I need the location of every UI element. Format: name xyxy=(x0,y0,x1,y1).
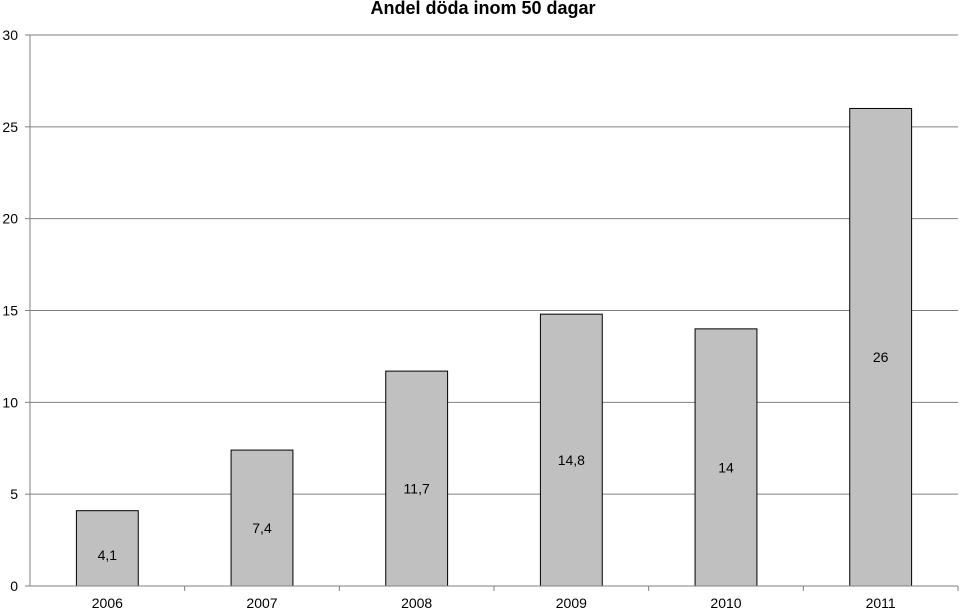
data-label: 14,8 xyxy=(558,452,585,468)
gridlines xyxy=(25,34,958,587)
y-tick-label: 0 xyxy=(10,578,18,594)
y-tick-label: 20 xyxy=(2,211,18,227)
bar-2008 xyxy=(385,370,449,587)
chart-title: Andel döda inom 50 dagar xyxy=(370,0,595,18)
x-tick-label: 2011 xyxy=(866,595,896,609)
bar-2009 xyxy=(539,313,603,587)
y-tick-label: 10 xyxy=(2,394,18,410)
data-label: 7,4 xyxy=(252,520,272,536)
data-label: 14 xyxy=(718,459,734,475)
data-label: 26 xyxy=(873,349,889,365)
bar-2007 xyxy=(230,449,294,587)
x-tick-label: 2007 xyxy=(246,595,277,609)
labels: 0 5 10 15 20 25 30 4,1 2006 7,4 2007 11,7 2008 14,8 20… xyxy=(2,27,896,609)
data-label: 11,7 xyxy=(404,481,430,497)
y-tick-label: 30 xyxy=(2,27,18,43)
bar-2011 xyxy=(849,107,913,587)
y-tick-label: 5 xyxy=(10,486,18,502)
data-label: 4,1 xyxy=(98,547,118,563)
x-tick-label: 2008 xyxy=(401,595,432,609)
x-tick-label: 2010 xyxy=(710,595,741,609)
y-tick-label: 15 xyxy=(2,303,18,319)
axes xyxy=(29,35,959,591)
bars xyxy=(75,107,913,587)
bar-2006 xyxy=(75,510,139,587)
x-tick-label: 2006 xyxy=(92,595,123,609)
bar-2010 xyxy=(694,328,758,587)
y-tick-label: 25 xyxy=(2,119,18,135)
x-tick-label: 2009 xyxy=(556,595,587,609)
